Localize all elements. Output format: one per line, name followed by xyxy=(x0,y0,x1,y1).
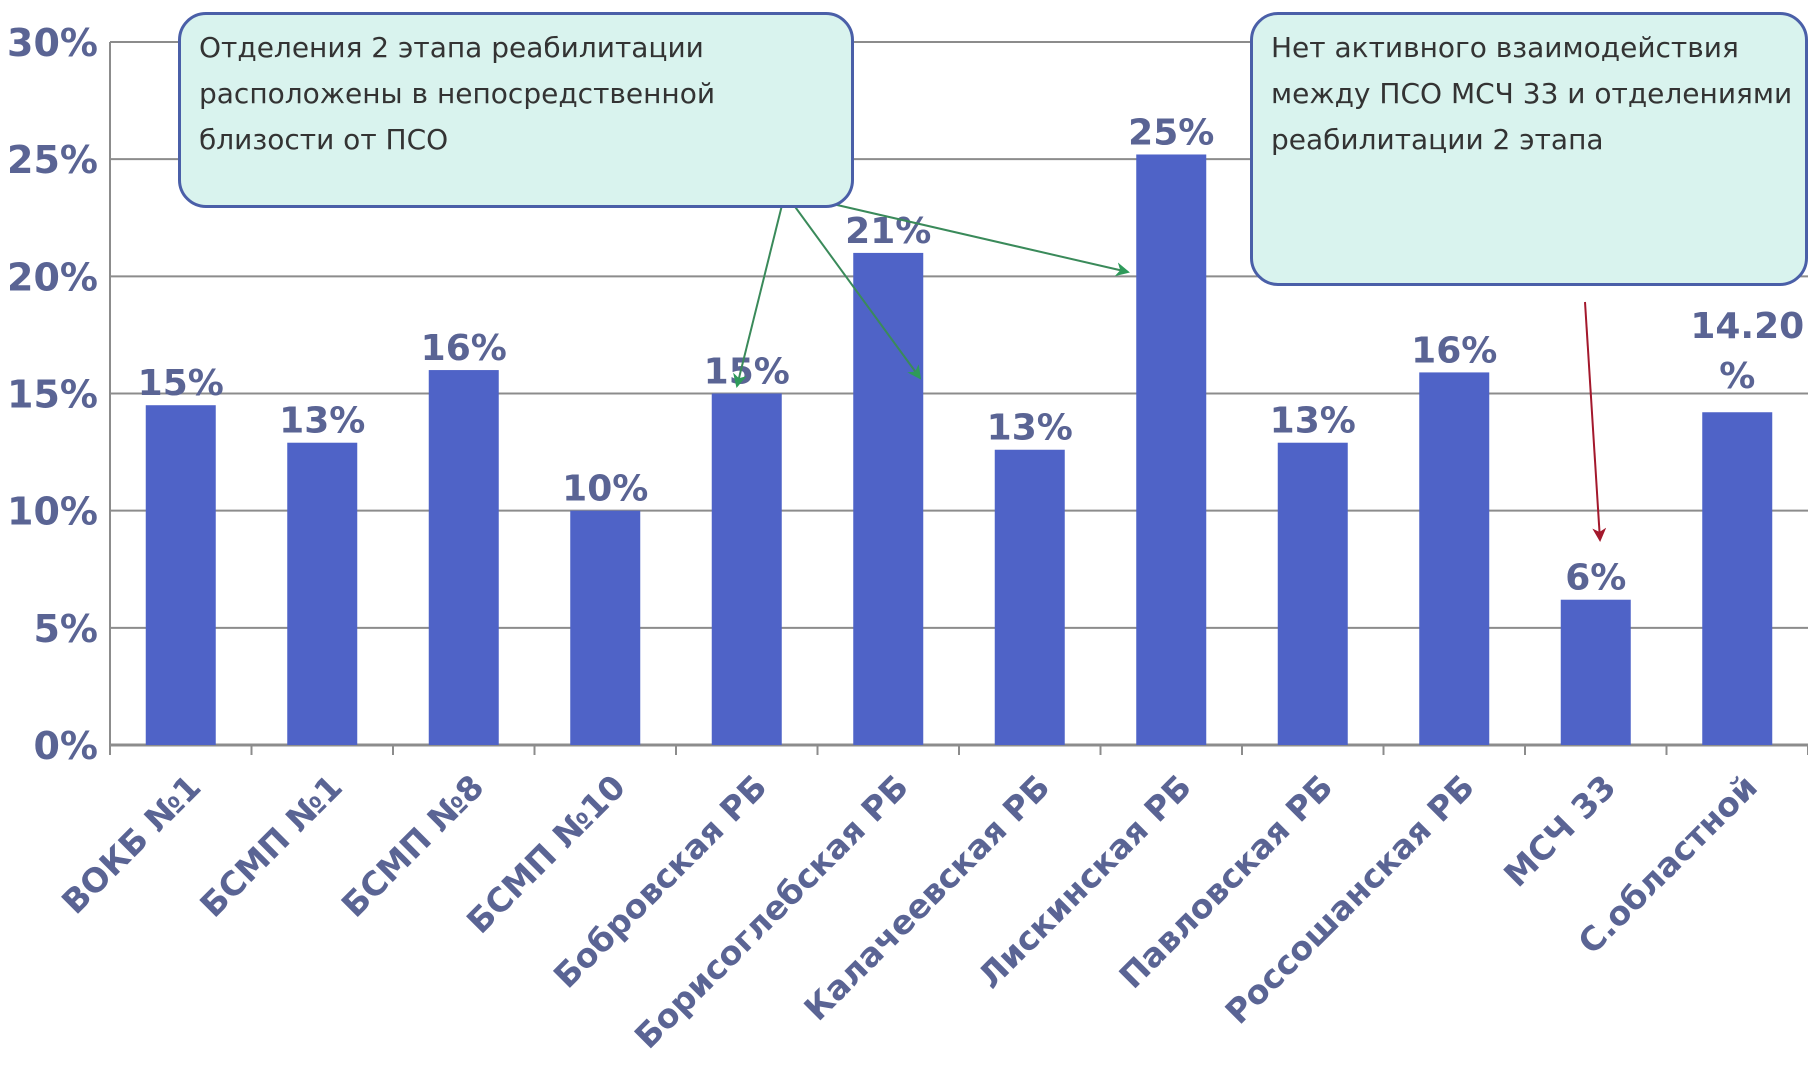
bar xyxy=(853,252,924,745)
data-label: 6% xyxy=(1565,558,1626,599)
bar xyxy=(570,510,641,745)
bar xyxy=(1560,599,1631,745)
data-label: 16% xyxy=(421,328,507,369)
bar xyxy=(994,449,1065,745)
annotation-callout-no-interaction: Нет активного взаимодействия между ПСО М… xyxy=(1250,12,1808,286)
bar xyxy=(1419,372,1490,745)
x-tick-label: БСМП №1 xyxy=(192,767,350,925)
bar xyxy=(287,442,358,745)
arrow-to-liskinskaya xyxy=(784,192,1130,277)
bar xyxy=(428,370,499,745)
data-label: 25% xyxy=(1128,112,1214,153)
data-label: 16% xyxy=(1411,330,1497,371)
data-label: 10% xyxy=(562,469,648,510)
bar xyxy=(1277,442,1348,745)
annotation-arrows xyxy=(733,192,1607,542)
y-axis-ticks: 0% 5% 10% 15% 20% 25% 30% xyxy=(7,21,98,768)
data-label: 14.20 xyxy=(1690,306,1804,347)
annotation-text: Отделения 2 этапа реабилитации расположе… xyxy=(199,31,716,156)
y-tick-label: 15% xyxy=(7,373,98,417)
data-label: % xyxy=(1719,356,1755,397)
x-tick-label: БСМП №8 xyxy=(334,767,492,925)
arrow-to-msch33 xyxy=(1584,301,1607,542)
bar xyxy=(1136,154,1207,746)
annotation-callout-rehab-proximity: Отделения 2 этапа реабилитации расположе… xyxy=(178,12,854,208)
y-tick-label: 20% xyxy=(7,255,98,299)
x-tick-label: Калачеевская РБ xyxy=(796,767,1057,1028)
arrow-to-borisoglebskaya xyxy=(784,192,922,380)
x-tick-label: Борисоглебская РБ xyxy=(627,767,916,1056)
bar xyxy=(1702,412,1773,745)
x-tick-label: Россошанская РБ xyxy=(1217,767,1481,1031)
y-tick-label: 5% xyxy=(33,607,98,651)
x-tick-label: ВОКБ №1 xyxy=(54,767,209,922)
data-label: 15% xyxy=(704,352,790,393)
data-label: 13% xyxy=(279,401,365,442)
y-tick-label: 0% xyxy=(33,724,98,768)
data-label: 15% xyxy=(138,363,224,404)
arrow-to-bobrovskaya xyxy=(733,192,786,388)
y-tick-label: 30% xyxy=(7,21,98,65)
bar xyxy=(711,393,782,745)
data-label: 13% xyxy=(1270,401,1356,442)
bars xyxy=(145,154,1773,746)
data-label: 13% xyxy=(987,408,1073,449)
x-tick-label: МСЧ 33 xyxy=(1496,767,1623,894)
annotation-text: Нет активного взаимодействия между ПСО М… xyxy=(1271,31,1793,156)
y-tick-label: 25% xyxy=(7,138,98,182)
data-labels: 15%13%16%10%15%21%13%25%13%16%6%14.20% xyxy=(138,112,1805,598)
bar xyxy=(145,405,216,745)
y-tick-label: 10% xyxy=(7,490,98,534)
